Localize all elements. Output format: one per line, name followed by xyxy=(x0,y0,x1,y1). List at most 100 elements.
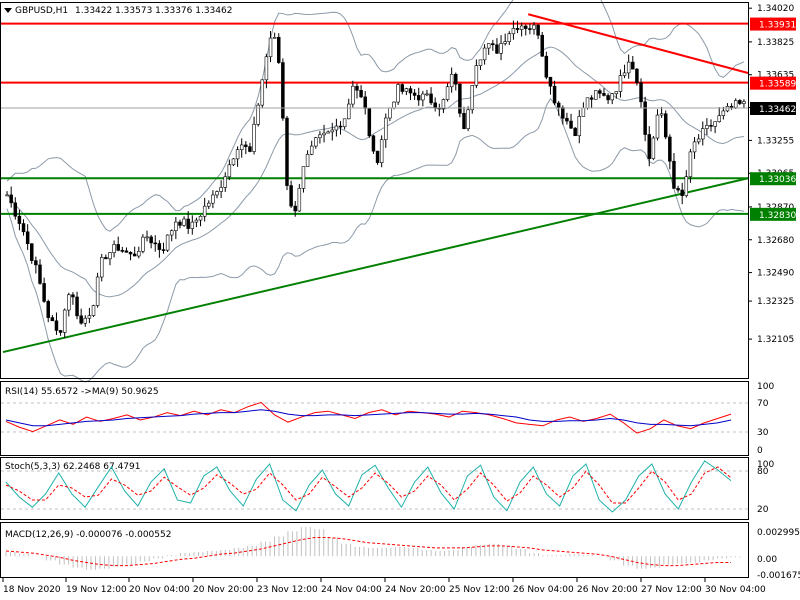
time-tick-label: 19 Nov 12:00 xyxy=(66,585,127,595)
candle-body xyxy=(610,93,614,101)
trendlines[interactable] xyxy=(2,13,749,354)
stoch-axis-label: 100 xyxy=(757,460,774,470)
candle-body xyxy=(663,113,668,138)
candle-body xyxy=(25,231,30,244)
candle-body xyxy=(347,103,351,120)
candle-body xyxy=(351,85,355,105)
candle-body xyxy=(701,128,705,140)
candle-body xyxy=(573,127,577,137)
candle-body xyxy=(62,309,67,333)
candle-body xyxy=(524,25,528,29)
candle-body xyxy=(9,194,13,204)
rsi-pane[interactable]: RSI(14) 55.6572 ->MA(9) 50.9625 100 70 30 0 xyxy=(0,381,775,457)
price-pane[interactable]: GBPUSD,H1 1.33422 1.33573 1.33376 1.3346… xyxy=(0,0,796,383)
candle-body xyxy=(614,91,619,95)
candle-body xyxy=(659,113,664,116)
trendline-red xyxy=(527,13,749,74)
candle-body xyxy=(503,41,507,44)
rsi-ma-line xyxy=(5,409,732,427)
candle-body xyxy=(116,244,120,251)
candle-body xyxy=(227,164,232,178)
candle-body xyxy=(264,56,269,81)
rsi-axis-label: 70 xyxy=(757,399,769,409)
candles xyxy=(5,20,746,339)
time-tick-label: 25 Nov 12:00 xyxy=(449,585,510,595)
level-tag-text: 1.33589 xyxy=(759,80,796,90)
ohlc-values: 1.33422 1.33573 1.33376 1.33462 xyxy=(75,6,232,16)
candle-body xyxy=(433,102,437,109)
candle-body xyxy=(268,37,273,58)
candle-body xyxy=(252,124,256,152)
bb-middle xyxy=(6,46,745,298)
candle-body xyxy=(355,85,359,91)
candle-body xyxy=(729,106,734,108)
candle-body xyxy=(371,135,376,152)
macd-pane[interactable]: MACD(12,26,9) -0.000076 -0.000552 0.0029… xyxy=(0,522,800,582)
candle-body xyxy=(71,294,75,298)
candle-body xyxy=(231,158,236,166)
candle-body xyxy=(363,96,367,109)
candle-body xyxy=(408,88,413,94)
candle-body xyxy=(46,301,50,318)
candle-body xyxy=(367,108,372,137)
candle-body xyxy=(95,276,100,306)
candle-body xyxy=(190,221,195,229)
horizontal-levels[interactable] xyxy=(1,22,748,215)
candle-body xyxy=(626,61,631,74)
time-tick-label: 18 Nov 2020 xyxy=(3,585,61,595)
price-tick-label: 1.32680 xyxy=(757,236,794,246)
candle-body xyxy=(17,215,22,224)
candle-body xyxy=(581,107,586,117)
level-tags: 1.33931 1.33589 1.33036 1.32830 xyxy=(750,17,796,221)
time-axis: 18 Nov 2020 19 Nov 12:00 20 Nov 04:00 20 No… xyxy=(2,578,766,595)
level-tag-text: 1.33931 xyxy=(759,21,796,31)
stoch-d-line xyxy=(5,466,732,504)
candle-body xyxy=(34,260,38,266)
macd-axis-label: -0.001675 xyxy=(757,571,800,581)
candle-body xyxy=(165,234,170,251)
candle-body xyxy=(322,132,326,136)
candle-body xyxy=(330,129,335,133)
candle-body xyxy=(318,134,322,138)
candle-body xyxy=(692,141,697,153)
candle-body xyxy=(301,166,306,189)
macd-pane-frame xyxy=(0,522,749,578)
candle-body xyxy=(108,252,112,260)
price-tick-label: 1.32105 xyxy=(757,335,794,345)
candle-body xyxy=(392,101,396,109)
candle-body xyxy=(478,59,483,66)
candle-body xyxy=(260,79,265,106)
level-tag-box xyxy=(750,207,796,221)
candle-body xyxy=(384,117,388,140)
candle-body xyxy=(519,25,524,30)
candle-body xyxy=(733,100,738,108)
candle-body xyxy=(239,144,244,150)
candle-body xyxy=(655,114,660,139)
candle-body xyxy=(161,249,166,251)
candle-body xyxy=(668,136,672,162)
candle-body xyxy=(359,89,363,98)
candle-body xyxy=(186,218,190,229)
candle-body xyxy=(174,221,178,232)
candle-body xyxy=(132,253,137,257)
candle-body xyxy=(400,84,404,92)
candle-body xyxy=(42,283,46,302)
dropdown-triangle-icon[interactable] xyxy=(4,8,12,13)
candle-body xyxy=(425,93,429,96)
candle-body xyxy=(738,100,742,104)
candle-body xyxy=(569,120,573,129)
candle-body xyxy=(441,99,446,110)
price-tick-label: 1.33825 xyxy=(757,38,794,48)
candle-body xyxy=(182,218,186,226)
time-tick-label: 20 Nov 20:00 xyxy=(193,585,254,595)
level-tag-text: 1.33036 xyxy=(759,175,796,185)
candle-body xyxy=(75,296,79,317)
price-pane-frame xyxy=(0,2,749,379)
trendline-green xyxy=(2,177,749,354)
stochastic-title: Stoch(5,3,3) 62.2468 67.4791 xyxy=(5,462,140,472)
candle-body xyxy=(585,97,590,109)
stoch-axis-label: 80 xyxy=(757,467,769,477)
